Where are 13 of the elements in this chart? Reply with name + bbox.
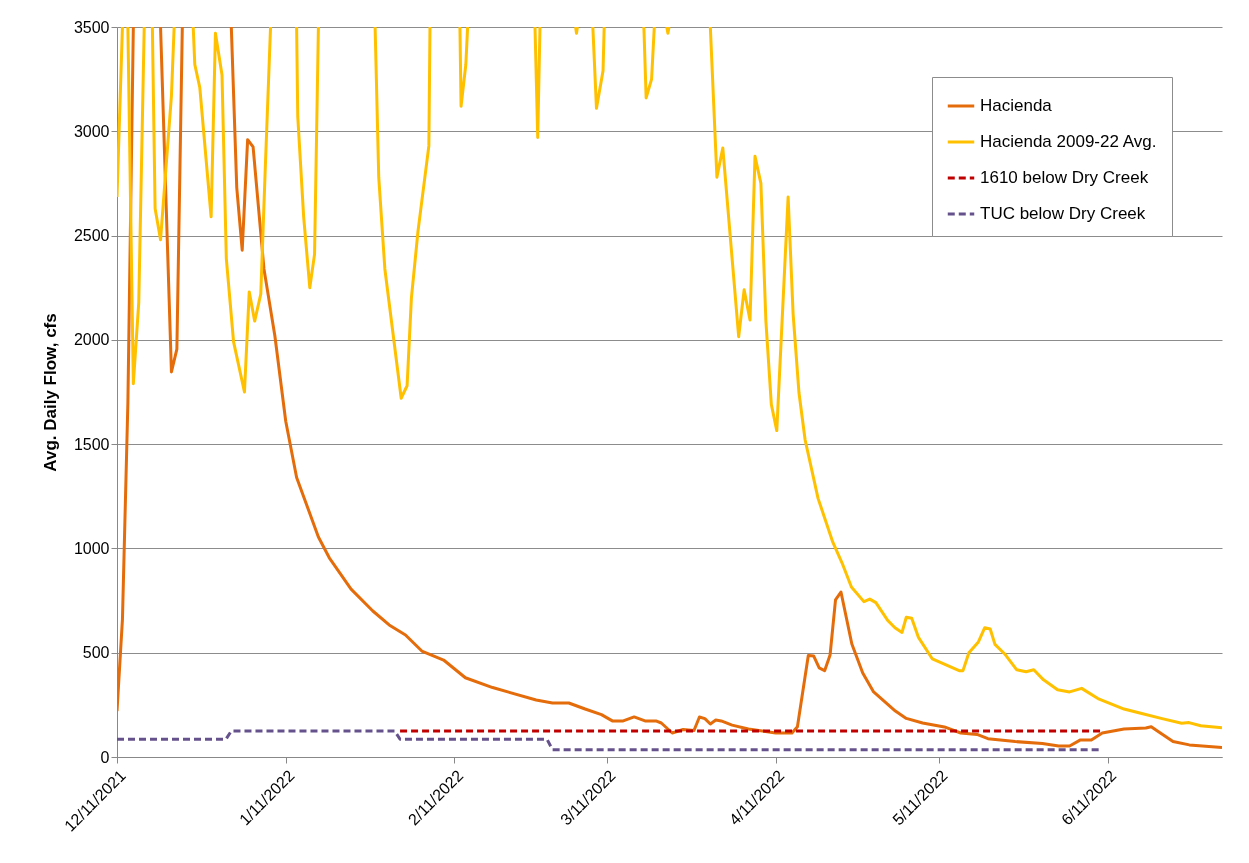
y-tick-label: 2000: [73, 331, 110, 349]
y-tick-label: 0: [100, 748, 110, 766]
legend-label: 1610 below Dry Creek: [980, 168, 1149, 187]
legend-label: TUC below Dry Creek: [980, 204, 1146, 223]
legend-label: Hacienda 2009-22 Avg.: [980, 132, 1157, 151]
y-tick-label: 2500: [73, 227, 110, 245]
y-tick-label: 1500: [73, 435, 110, 453]
y-tick-label: 1000: [73, 539, 110, 557]
y-axis-title: Avg. Daily Flow, cfs: [40, 313, 60, 472]
legend-label: Hacienda: [980, 96, 1053, 115]
y-tick-label: 3500: [73, 18, 110, 36]
y-tick-label: 3000: [73, 122, 110, 140]
y-tick-label: 500: [82, 644, 110, 662]
